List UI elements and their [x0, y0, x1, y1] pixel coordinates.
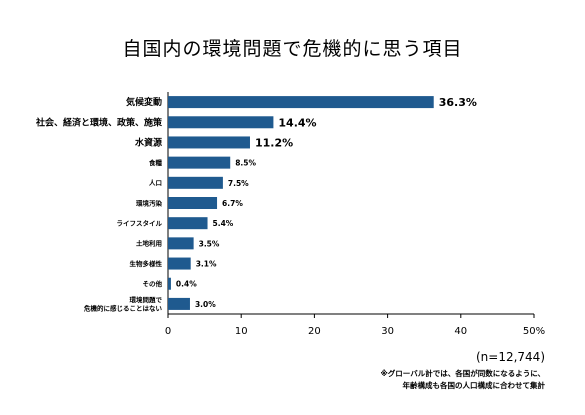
x-tick-label: 40	[454, 326, 467, 337]
bar-value-label: 8.5%	[235, 159, 256, 168]
bar-value-label: 3.1%	[196, 260, 217, 269]
bar	[168, 156, 231, 169]
x-tick-label: 20	[308, 326, 321, 337]
bar-value-label: 36.3%	[439, 96, 477, 109]
category-label-line: 食糧	[148, 158, 163, 167]
bar	[168, 237, 194, 250]
category-label-line: 水資源	[135, 137, 162, 149]
category-label: ライフスタイル	[117, 218, 163, 227]
category-label-line: 土地利用	[136, 239, 162, 248]
bar	[168, 297, 190, 310]
bar-value-label: 3.0%	[195, 300, 216, 309]
bar	[168, 197, 218, 209]
category-label-line: ライフスタイル	[117, 218, 163, 227]
category-label-line: 社会、経済と環境、政策、施策	[35, 116, 163, 128]
category-label-line: 環境問題で	[130, 295, 163, 304]
category-label-line: 危機的に感じることはない	[83, 303, 163, 312]
category-label: 気候変動	[126, 96, 162, 108]
category-label: 生物多様性	[130, 259, 163, 268]
category-label-line: 生物多様性	[130, 259, 163, 268]
category-label: 社会、経済と環境、政策、施策	[35, 116, 163, 128]
category-label-line: 環境汚染	[136, 198, 163, 207]
chart-title: 自国内の環境問題で危機的に思う項目	[122, 38, 463, 60]
bar-value-label: 7.5%	[228, 179, 249, 188]
category-label-line: その他	[143, 279, 163, 288]
x-tick-label: 0	[165, 326, 171, 337]
category-label: 食糧	[148, 158, 163, 167]
category-label-line: 人口	[149, 178, 162, 187]
category-label: 水資源	[135, 137, 162, 149]
bar	[168, 277, 171, 290]
category-label: 環境汚染	[136, 198, 163, 207]
footnote-line-2: 年齢構成も各国の人口構成に合わせて集計	[402, 381, 546, 390]
category-label: 人口	[149, 178, 162, 187]
category-label-line: 気候変動	[126, 96, 162, 108]
x-tick-label: 10	[235, 326, 248, 337]
category-label: 環境問題で危機的に感じることはない	[83, 295, 163, 313]
x-tick-label: 50%	[523, 326, 545, 337]
bar	[168, 257, 191, 270]
bar	[168, 116, 274, 129]
category-label: 土地利用	[136, 239, 162, 248]
bar	[168, 176, 223, 189]
bar	[168, 96, 434, 109]
bar-value-label: 11.2%	[255, 136, 293, 149]
sample-size: (n=12,744)	[475, 350, 545, 364]
category-label: その他	[143, 279, 163, 288]
bar-value-label: 5.4%	[213, 219, 234, 228]
bar-value-label: 0.4%	[176, 280, 197, 289]
footnote-line-1: ※グローバル計では、各国が同数になるように、	[380, 369, 546, 378]
bar	[168, 217, 208, 230]
footnote: ※グローバル計では、各国が同数になるように、 年齢構成も各国の人口構成に合わせて…	[381, 368, 546, 392]
x-tick-label: 30	[381, 326, 394, 337]
bar-value-label: 6.7%	[222, 199, 243, 208]
bar-value-label: 3.5%	[199, 239, 220, 248]
bar-value-label: 14.4%	[278, 116, 316, 129]
bar	[168, 136, 250, 149]
